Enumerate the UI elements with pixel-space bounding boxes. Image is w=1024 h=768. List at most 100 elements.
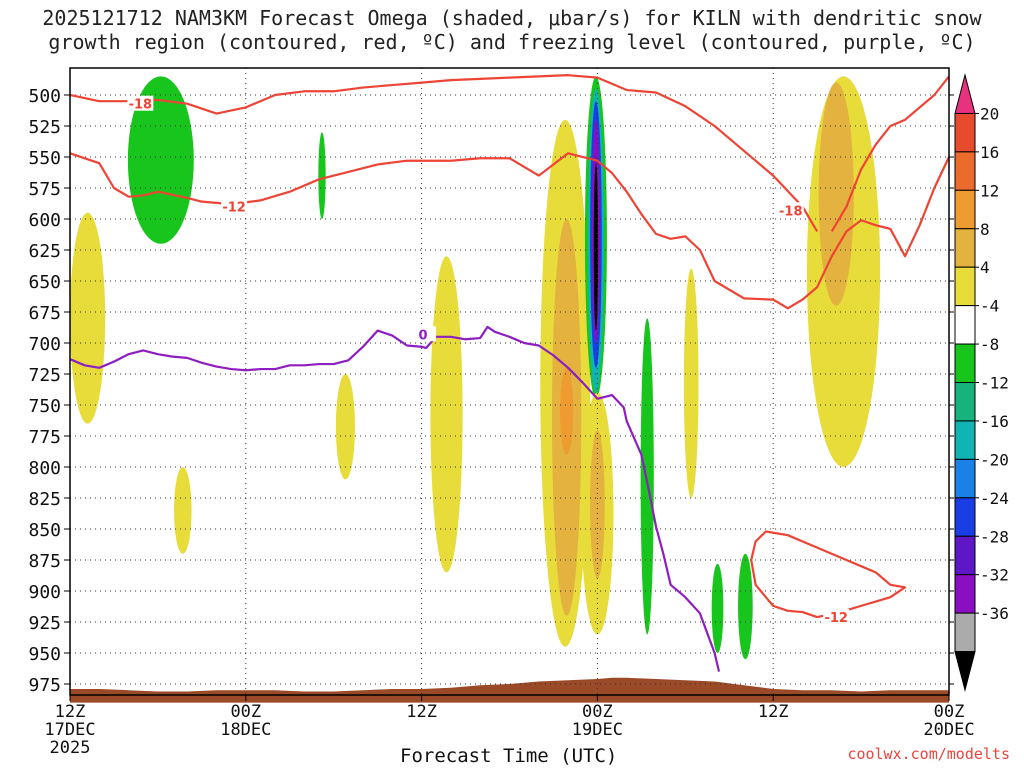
colorbar-label-11: -28 bbox=[980, 527, 1009, 546]
dendritic-contour-3-label: -12 bbox=[824, 611, 848, 626]
colorbar-label-10: -24 bbox=[980, 489, 1009, 508]
colorbar-label-12: -32 bbox=[980, 566, 1009, 585]
ytick-label-850: 850 bbox=[28, 520, 61, 541]
ytick-label-575: 575 bbox=[28, 179, 61, 200]
ytick-label-500: 500 bbox=[28, 86, 61, 107]
dendritic-contour-1-bg bbox=[777, 202, 804, 218]
colorbar-cell-11 bbox=[954, 497, 976, 537]
colorbar-cell-6 bbox=[954, 305, 976, 345]
omega-region-1 bbox=[174, 467, 192, 554]
colorbar-label-6: -8 bbox=[980, 335, 999, 354]
dendritic-contour-2-label: -12 bbox=[222, 201, 246, 216]
colorbar-label-7: -12 bbox=[980, 374, 1009, 393]
terrain-layer bbox=[70, 677, 949, 703]
ytick-label-550: 550 bbox=[28, 148, 61, 169]
colorbar-label-5: -4 bbox=[980, 297, 999, 316]
dendritic-contour-0-label: -18 bbox=[129, 98, 153, 113]
xtick-label-36-0: 00Z bbox=[582, 702, 613, 722]
colorbar-label-13: -36 bbox=[980, 604, 1009, 623]
dendritic-contour-0 bbox=[70, 74, 819, 232]
dendritic-contour-0-bg bbox=[127, 95, 154, 111]
xtick-label-60-1: 20DEC bbox=[923, 720, 974, 740]
colorbar-label-8: -16 bbox=[980, 412, 1009, 431]
xtick-label-24-0: 12Z bbox=[406, 702, 437, 722]
colorbar-label-9: -20 bbox=[980, 450, 1009, 469]
colorbar-label-1: 16 bbox=[980, 143, 999, 162]
freezing-level-contour-bg bbox=[410, 326, 437, 342]
xtick-label-12-1: 18DEC bbox=[220, 720, 271, 740]
dendritic-contour-2-bg bbox=[221, 198, 248, 214]
omega-shading-layer bbox=[70, 76, 881, 660]
colorbar-cell-3 bbox=[954, 189, 976, 230]
colorbar-label-3: 8 bbox=[980, 220, 990, 239]
colorbar-cell-14 bbox=[954, 612, 976, 653]
dendritic-contour-1 bbox=[830, 75, 949, 232]
xtick-label-36-1: 19DEC bbox=[572, 720, 623, 740]
contour-layer: -18 -18 -12 -12 0 bbox=[70, 74, 949, 672]
x-axis-title: Forecast Time (UTC) bbox=[400, 745, 618, 767]
omega-region-5 bbox=[430, 256, 463, 573]
ytick-label-975: 975 bbox=[28, 675, 61, 696]
colorbar-cell-7 bbox=[954, 343, 976, 383]
credit-link[interactable]: coolwx.com/modelts bbox=[847, 745, 1010, 763]
omega-region-15 bbox=[590, 429, 605, 579]
colorbar-label-0: 20 bbox=[980, 104, 999, 123]
colorbar-label-2: 12 bbox=[980, 181, 999, 200]
xtick-label-48-0: 12Z bbox=[758, 702, 789, 722]
xtick-label-0-0: 12Z bbox=[55, 702, 86, 722]
colorbar-cell-5 bbox=[954, 266, 976, 307]
xtick-label-0-2: 2025 bbox=[50, 738, 91, 758]
ytick-label-900: 900 bbox=[28, 582, 61, 603]
colorbar-cell-12 bbox=[954, 535, 976, 576]
colorbar-cell-4 bbox=[954, 228, 976, 268]
xtick-label-12-0: 00Z bbox=[230, 702, 261, 722]
colorbar-cell-13 bbox=[954, 574, 976, 614]
dendritic-contour-2 bbox=[70, 152, 949, 310]
chart-title-line2: growth region (contoured, red, ºC) and f… bbox=[48, 30, 976, 54]
colorbar-cell-1 bbox=[954, 112, 976, 153]
omega-region-21 bbox=[818, 82, 854, 306]
omega-region-16 bbox=[640, 318, 654, 635]
colorbar-cell-15 bbox=[954, 651, 976, 692]
omega-region-4 bbox=[335, 374, 355, 480]
colorbar-cell-0 bbox=[954, 73, 976, 114]
dendritic-contour-1-label: -18 bbox=[779, 204, 803, 219]
axes-layer: 500 525 550 575 600 625 650 675 700 725 750 775 800 8… bbox=[28, 86, 974, 758]
plot-border bbox=[69, 67, 950, 696]
freezing-level-contour bbox=[70, 325, 721, 672]
terrain-fill bbox=[70, 677, 949, 703]
colorbar-label-4: 4 bbox=[980, 258, 990, 277]
ytick-label-525: 525 bbox=[28, 117, 61, 138]
omega-region-8 bbox=[560, 367, 574, 455]
colorbar-cell-8 bbox=[954, 382, 976, 422]
ytick-label-775: 775 bbox=[28, 427, 61, 448]
chart-title-line1: 2025121712 NAM3KM Forecast Omega (shaded… bbox=[42, 6, 982, 30]
omega-region-3 bbox=[318, 132, 326, 220]
xtick-label-60-0: 00Z bbox=[934, 702, 965, 722]
ytick-label-725: 725 bbox=[28, 365, 61, 386]
freezing-level-contour-label: 0 bbox=[419, 328, 428, 343]
xtick-label-0-1: 17DEC bbox=[44, 720, 95, 740]
ytick-label-925: 925 bbox=[28, 613, 61, 634]
ytick-label-650: 650 bbox=[28, 272, 61, 293]
omega-region-0 bbox=[70, 212, 106, 424]
ytick-label-875: 875 bbox=[28, 551, 61, 572]
ytick-label-600: 600 bbox=[28, 210, 61, 231]
ytick-label-625: 625 bbox=[28, 241, 61, 262]
colorbar-cell-2 bbox=[954, 151, 976, 191]
colorbar-cell-9 bbox=[954, 420, 976, 460]
ytick-label-750: 750 bbox=[28, 396, 61, 417]
ytick-label-700: 700 bbox=[28, 334, 61, 355]
omega-region-18 bbox=[711, 563, 724, 653]
omega-region-17 bbox=[683, 268, 699, 498]
colorbar: 20 16 12 8 4 -4 -8 -12 -16 -20 -24 -28 -32 -36 bbox=[954, 73, 1009, 692]
omega-region-19 bbox=[738, 553, 753, 660]
ytick-label-800: 800 bbox=[28, 458, 61, 479]
ytick-label-675: 675 bbox=[28, 303, 61, 324]
dendritic-contour-3 bbox=[750, 530, 907, 619]
plot-frame bbox=[69, 67, 950, 696]
ytick-label-950: 950 bbox=[28, 644, 61, 665]
colorbar-cell-10 bbox=[954, 458, 976, 499]
dendritic-contour-3-bg bbox=[823, 609, 850, 625]
